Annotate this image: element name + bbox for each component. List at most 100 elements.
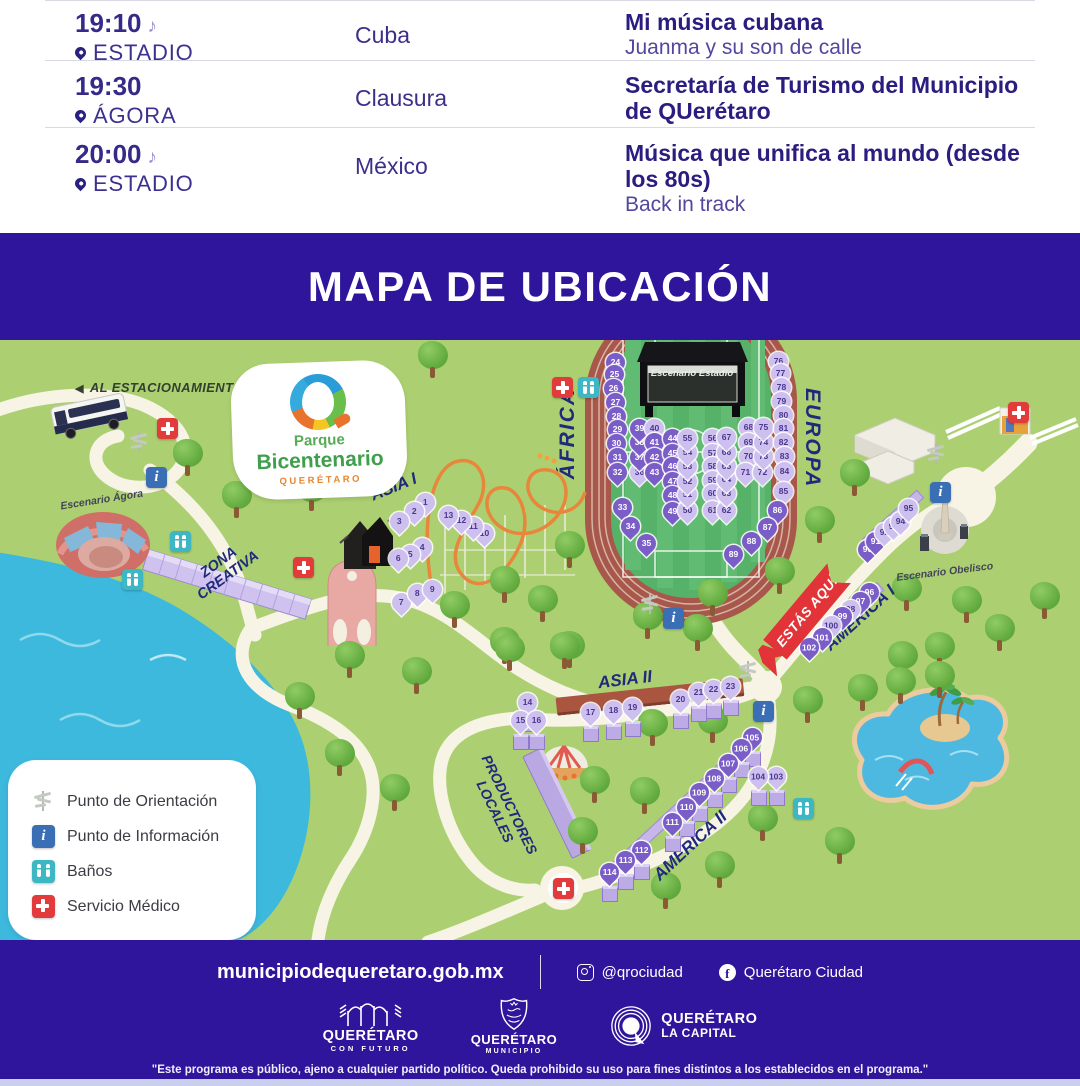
info-icon — [146, 467, 167, 488]
water-park-pool — [851, 683, 1010, 810]
show-title: Secretaría de Turismo del Municipio de Q… — [625, 72, 1019, 124]
tree-icon — [400, 657, 434, 697]
park-logo-badge: Parque Bicentenario QUERÉTARO — [229, 359, 409, 502]
junction-circle — [750, 671, 782, 703]
tree-icon — [649, 872, 683, 912]
location-pin-icon — [72, 44, 89, 60]
park-logo-icon — [289, 373, 347, 431]
facebook-icon — [718, 963, 736, 981]
tree-icon — [488, 566, 522, 606]
time: 19:10 — [75, 8, 142, 38]
tree-icon — [838, 459, 872, 499]
tree-icon — [923, 661, 957, 701]
country: México — [355, 153, 428, 179]
haunted-house — [339, 517, 397, 569]
vendor-booth — [691, 706, 707, 722]
schedule-time-cell: 19:30 ÁGORA — [45, 72, 355, 128]
signpost-icon — [32, 790, 55, 813]
legend-label: Punto de Orientación — [67, 792, 218, 810]
signpost-icon — [737, 660, 758, 681]
show-artist: Juanma y su son de calle — [625, 36, 862, 59]
tree-icon — [890, 574, 924, 614]
tree-icon — [791, 686, 825, 726]
vendor-booth — [583, 726, 599, 742]
zone-label-africa: ÁFRICA — [556, 388, 579, 480]
medical-icon — [32, 895, 55, 918]
vendor-booth — [706, 703, 722, 719]
vendor-booth — [707, 792, 723, 808]
vendor-booth — [513, 734, 529, 750]
music-note-icon: ♪ — [147, 16, 158, 37]
parking-sign: ◀ AL ESTACIONAMIENTO — [75, 380, 244, 395]
left-arrow-icon: ◀ — [75, 383, 84, 395]
logo-subtitle: MUNICIPIO — [485, 1047, 543, 1055]
tree-icon — [578, 766, 612, 806]
legend-label: Baños — [67, 862, 113, 880]
tree-icon — [378, 774, 412, 814]
website-link[interactable]: municipiodequeretaro.gob.mx — [216, 960, 504, 983]
time: 20:00 — [75, 139, 142, 169]
tree-icon — [803, 506, 837, 546]
banos-icon — [578, 377, 599, 398]
tree-icon — [950, 586, 984, 626]
instagram-link[interactable]: @qrociudad — [576, 963, 683, 981]
instagram-handle: @qrociudad — [601, 963, 683, 981]
logo-subtitle: CON FUTURO — [330, 1044, 411, 1054]
medical-icon — [157, 418, 178, 439]
logo-title: QUERÉTARO — [661, 1011, 758, 1028]
agora-amphitheater — [56, 512, 150, 578]
show-title: Mi música cubana — [625, 9, 824, 35]
you-are-here-label: ESTÁS AQUÍ — [773, 573, 841, 650]
tree-icon — [983, 614, 1017, 654]
medical-icon — [293, 557, 314, 578]
tree-icon — [323, 739, 357, 779]
schedule-row: 19:30 ÁGORA Clausura Secretaría de Turis… — [45, 60, 1035, 128]
tree-icon — [884, 667, 918, 707]
tree-icon — [681, 614, 715, 654]
location-pin-icon — [72, 107, 89, 123]
tree-icon — [526, 585, 560, 625]
tree-icon — [763, 557, 797, 597]
vendor-booth — [618, 874, 634, 890]
schedule-row: 19:10 ♪ ESTADIO Cuba Mi música cubana Jua… — [45, 0, 1035, 65]
schedule-section: 19:10 ♪ ESTADIO Cuba Mi música cubana Jua… — [0, 0, 1080, 233]
carousel — [540, 745, 588, 781]
tree-icon — [703, 851, 737, 891]
instagram-icon — [576, 963, 594, 981]
signpost-icon — [925, 443, 946, 464]
map-title: MAPA DE UBICACIÓN — [307, 262, 773, 310]
vendor-booth — [625, 721, 641, 737]
time: 19:30 — [75, 71, 142, 101]
banos-icon — [793, 798, 814, 819]
tree-icon — [333, 641, 367, 681]
schedule-row: 20:00 ♪ ESTADIO México Música que unifica… — [45, 127, 1035, 229]
tree-icon — [438, 591, 472, 631]
legend-item: Punto de Orientación — [32, 790, 242, 813]
vendor-booth — [606, 724, 622, 740]
country: Cuba — [355, 22, 410, 48]
music-note-icon: ♪ — [147, 147, 158, 168]
country: Clausura — [355, 85, 448, 111]
bus — [50, 393, 129, 439]
tree-icon — [636, 709, 670, 749]
craft-tents — [141, 548, 312, 620]
stage-stadium-label: Escenario Estadio — [650, 368, 734, 379]
tree-icon — [566, 817, 600, 857]
zone-label-europa: EUROPA — [801, 388, 824, 489]
divider — [539, 955, 541, 989]
vendor-booth — [665, 836, 681, 852]
location: ESTADIO — [93, 171, 194, 196]
tree-icon — [493, 634, 527, 674]
vendor-booth — [751, 790, 767, 806]
legend-label: Servicio Médico — [67, 897, 180, 915]
medical-icon — [553, 878, 574, 899]
show-title: Música que unifica al mundo (desde los 8… — [625, 140, 1020, 192]
facebook-link[interactable]: Querétaro Ciudad — [718, 963, 864, 981]
warehouse-buildings — [854, 417, 936, 485]
location-pin-icon — [72, 175, 89, 191]
logo-queretaro-con-futuro: QUERÉTARO CON FUTURO — [323, 999, 419, 1053]
park-map: ÁFRICA EUROPA ASIA I ASIA II AMÉRICA I A… — [0, 340, 1080, 940]
tree-icon — [923, 632, 957, 672]
map-legend: Punto de Orientación Punto de Informació… — [8, 760, 256, 940]
facebook-name: Querétaro Ciudad — [743, 963, 864, 981]
